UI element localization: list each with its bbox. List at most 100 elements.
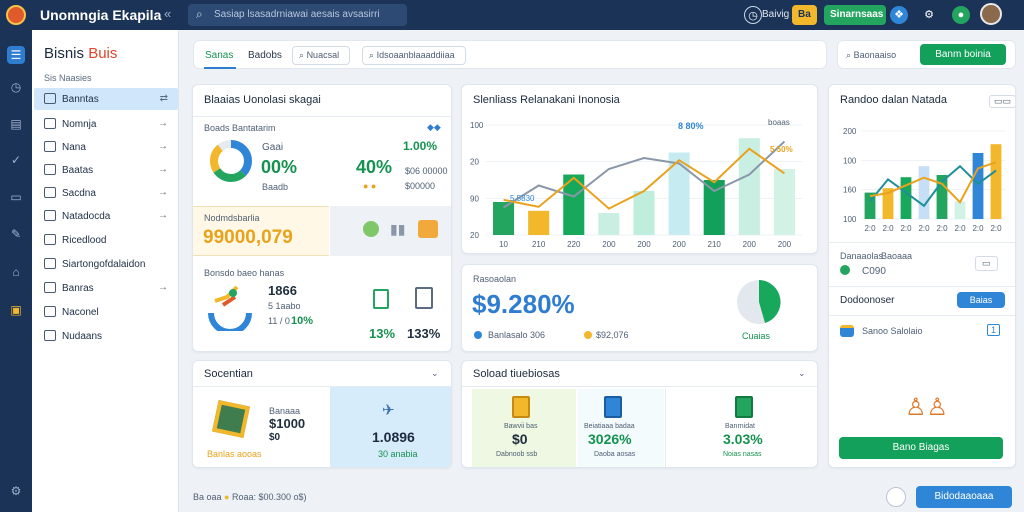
sidebar-title: Bisnis Buis: [44, 45, 118, 62]
revenue-foot-1: Banlasalo 306: [488, 330, 546, 340]
folder-icon[interactable]: [418, 220, 438, 238]
stat-percent: 10%: [291, 315, 314, 327]
rail-doc-icon[interactable]: ▭: [10, 190, 22, 204]
annotation-label: boaas: [768, 118, 790, 127]
chevron-down-icon[interactable]: ⌄: [431, 368, 439, 378]
filter-field-2[interactable]: ⌕ Idsoaanblaaaddiiaa: [362, 46, 466, 65]
notification-icon[interactable]: ❖: [890, 6, 908, 24]
tile-value: $0: [512, 431, 528, 447]
sidebar-item[interactable]: Nomnja →: [34, 113, 178, 135]
side-chart-card: Randoo dalan Natada ▭▭ 200 100 160 100 2:0 2:…: [828, 84, 1016, 468]
search-input[interactable]: Sasiap lsasadrniawai aesais avsasirri: [214, 9, 380, 20]
sidebar-item[interactable]: Sacdna →: [34, 182, 178, 204]
tablet-icon: [415, 287, 433, 309]
rail-check-icon[interactable]: ✓: [10, 153, 22, 167]
x-tick-label: 2:0: [936, 224, 948, 233]
highlight-value: 1.0896: [372, 429, 415, 445]
list-item-toggle[interactable]: 1: [987, 324, 1001, 336]
tab-badobs[interactable]: Badobs: [248, 50, 282, 61]
segment-label: Banaaa: [269, 406, 301, 416]
sidebar-item[interactable]: Banras →: [34, 277, 178, 299]
status-pill[interactable]: Sinarnsaas: [824, 5, 886, 25]
sidebar-item[interactable]: Nudaans: [34, 325, 178, 347]
tab-sanas[interactable]: Sanas: [205, 50, 234, 61]
collapse-sidebar-icon[interactable]: «: [164, 6, 172, 21]
doc-icon: [604, 396, 622, 418]
star-icons: ● ●: [363, 181, 377, 191]
active-tab-indicator: [204, 67, 236, 69]
solution-tile-3[interactable]: Banrnidat 3.03% Noias nasas: [667, 389, 817, 467]
footer-icon-button[interactable]: [886, 487, 906, 507]
global-search[interactable]: ⌕ Sasiap lsasadrniawai aesais avsasirri: [188, 4, 407, 26]
stat-caption: 5 1aabo: [268, 301, 301, 311]
sidebar: Bisnis Buis Sis Naasies Banntas ⇄ Nomnja →…: [32, 30, 179, 512]
card-title: Soload tiuebiosas: [473, 368, 560, 380]
app-title: Unomngia Ekapila: [40, 7, 162, 23]
avatar[interactable]: [980, 3, 1002, 25]
arrow-icon: →: [158, 164, 168, 175]
right-search[interactable]: ⌕ Baonaaiso: [846, 50, 897, 60]
primary-cta-button[interactable]: Bano Biagas: [839, 437, 1003, 459]
section-button[interactable]: Baias: [957, 292, 1005, 308]
sidebar-item[interactable]: Natadocda →: [34, 205, 178, 227]
solutions-card: Soload tiuebiosas ⌄ Bawvii bas $0 Dabnoo…: [461, 360, 818, 468]
y-tick-label: 160: [843, 186, 857, 195]
bar-mark: [668, 152, 690, 235]
clock-icon[interactable]: ◷: [744, 6, 762, 24]
solution-tile-1[interactable]: Bawvii bas $0 Dabnoob ssb: [472, 389, 576, 467]
gear-icon[interactable]: [363, 221, 379, 237]
annotation-label: 5 50%: [770, 145, 793, 154]
primary-action-button[interactable]: Banm boinia: [920, 44, 1006, 65]
bar-mark: [864, 192, 876, 219]
x-tick-label: 2:0: [864, 224, 876, 233]
tile-value: 3026%: [588, 431, 632, 447]
sidebar-item[interactable]: Ricedlood: [34, 229, 178, 251]
rail-home-icon[interactable]: ☰: [7, 46, 25, 64]
bars-icon[interactable]: ▮▮: [390, 221, 406, 237]
rail-edit-icon[interactable]: ✎: [10, 227, 22, 241]
rail-folder-icon[interactable]: ▣: [10, 303, 22, 317]
list-icon: [840, 325, 854, 337]
sidebar-item[interactable]: Banntas ⇄: [34, 88, 178, 110]
chevron-down-icon[interactable]: ⌄: [798, 368, 806, 378]
legend-toggle[interactable]: ▭: [975, 256, 998, 271]
menu-icon[interactable]: ◆◆: [427, 122, 441, 132]
x-tick-label: 200: [743, 240, 757, 249]
card-title: Slenliass Relanakani Inonosia: [473, 94, 620, 106]
donut-chart: [210, 140, 252, 182]
series-line: [503, 147, 786, 210]
segment-foot: Banlas aooas: [207, 449, 262, 459]
options-button[interactable]: ▭▭: [989, 95, 1015, 108]
arrow-icon: →: [158, 210, 168, 221]
rail-list-icon[interactable]: ▤: [10, 117, 22, 131]
sidebar-item[interactable]: Nana →: [34, 136, 178, 158]
rail-house-icon[interactable]: ⌂: [12, 265, 20, 279]
arrow-icon: →: [158, 141, 168, 152]
side-bar-chart: 200 100 160 100 2:0 2:0 2:0 2:0 2:0 2:0 2:0 2:0: [843, 127, 1005, 233]
sidebar-item[interactable]: Naconel: [34, 301, 178, 323]
icon-rail: ☰ ◷ ▤ ✓ ▭ ✎ ⌂ ▣ ⚙: [0, 30, 32, 512]
sidebar-item[interactable]: Baatas →: [34, 159, 178, 181]
people-illustration: ♙♙: [905, 394, 949, 421]
solution-tile-2[interactable]: Beiatiaaa badaa 3026% Daoba aosas: [578, 389, 664, 467]
doc-icon: [735, 396, 753, 418]
badge-pill[interactable]: Ba: [792, 5, 817, 25]
bar-mark: [882, 188, 894, 219]
app-logo[interactable]: [6, 5, 26, 25]
doc-icon: [512, 396, 530, 418]
x-tick-label: 2:0: [918, 224, 930, 233]
filter-field-1[interactable]: ⌕ Nuacsal: [292, 46, 350, 65]
kpi-top-right: 1.00%: [403, 139, 438, 153]
rail-time-icon[interactable]: ◷: [10, 80, 22, 94]
x-tick-label: 10: [499, 240, 508, 249]
online-icon[interactable]: ●: [952, 6, 970, 24]
sidebar-item[interactable]: Siartongofdalaidon: [34, 253, 178, 275]
stat-value: 1866: [268, 283, 297, 298]
bar-mark: [900, 177, 912, 219]
settings-icon[interactable]: ⚙: [924, 9, 934, 21]
segment-card: Socentian ⌄ Banaaa $1000 $0 Banlas aooas…: [192, 360, 452, 468]
card-title: Blaaias Uonolasi skagai: [204, 94, 321, 106]
rail-settings-icon[interactable]: ⚙: [10, 484, 22, 498]
footer-action-button[interactable]: Bidodaaoaaa: [916, 486, 1012, 508]
highlight-foot: 30 anabia: [378, 449, 418, 459]
